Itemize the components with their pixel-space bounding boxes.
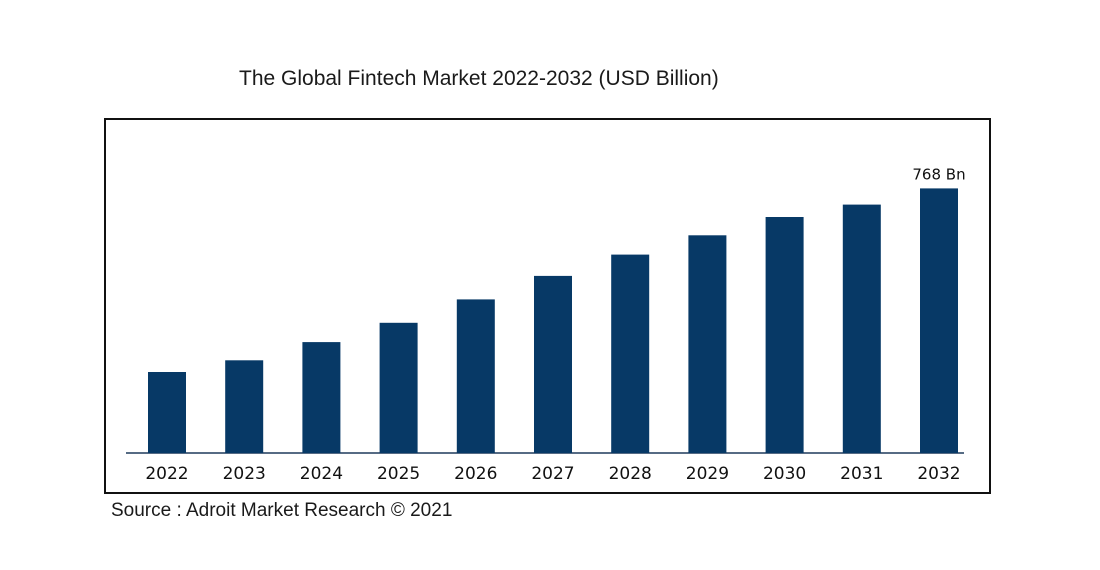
x-tick-label-2030: 2030 — [763, 464, 806, 484]
chart-plot: 2022 2023 2024 2025 2026 2027 2028 2029 2030 2031… — [126, 165, 966, 484]
bar-2030 — [765, 217, 804, 453]
bar-2031 — [842, 204, 881, 453]
x-tick-label-2025: 2025 — [377, 464, 420, 484]
source-note: Source : Adroit Market Research © 2021 — [111, 500, 453, 521]
bar-2023 — [225, 360, 264, 453]
x-tick-label-2022: 2022 — [145, 464, 188, 484]
bar-2027 — [534, 275, 572, 453]
bar-2032 — [920, 188, 958, 453]
chart-frame: 2022 2023 2024 2025 2026 2027 2028 2029 2030 2031… — [104, 118, 991, 494]
x-tick-label-2032: 2032 — [917, 464, 960, 484]
x-tick-label-2027: 2027 — [531, 464, 574, 484]
chart-title: The Global Fintech Market 2022-2032 (USD… — [239, 67, 719, 90]
x-tick-label-2028: 2028 — [609, 464, 652, 484]
bar-2024 — [302, 342, 341, 453]
bar-2025 — [379, 322, 418, 453]
bar-2028 — [611, 254, 650, 453]
x-tick-label-2031: 2031 — [840, 464, 883, 484]
data-label-2032: 768 Bn — [912, 165, 965, 183]
x-tick-label-2023: 2023 — [223, 464, 266, 484]
bar-2022 — [148, 372, 186, 453]
x-tick-label-2026: 2026 — [454, 464, 497, 484]
bar-2029 — [688, 235, 727, 453]
x-tick-label-2029: 2029 — [686, 464, 729, 484]
x-tick-label-2024: 2024 — [300, 464, 343, 484]
bar-2026 — [456, 299, 495, 453]
